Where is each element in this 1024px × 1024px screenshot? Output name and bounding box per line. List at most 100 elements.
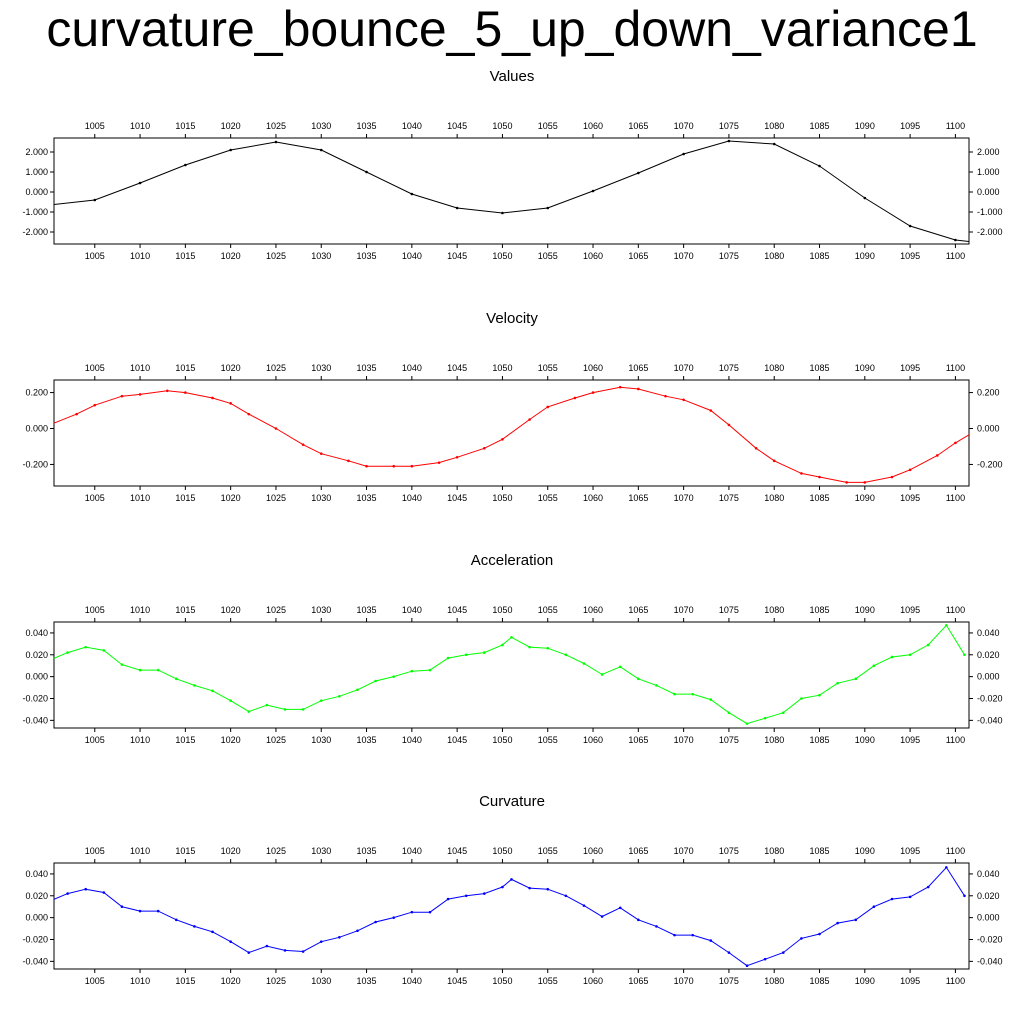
- velocity-xtick-label-top: 1085: [810, 363, 830, 373]
- velocity-xtick-label-top: 1025: [266, 363, 286, 373]
- acceleration-data-point: [283, 708, 287, 711]
- curvature-data-point: [691, 933, 694, 937]
- acceleration-data-point: [211, 689, 214, 693]
- velocity-data-point: [138, 393, 142, 396]
- curvature-ytick-label-left: 0.040: [25, 869, 48, 879]
- acceleration-xtick-label-bottom: 1010: [130, 735, 150, 745]
- curvature-data-point: [926, 885, 930, 889]
- acceleration-xtick-label-bottom: 1040: [402, 735, 422, 745]
- acceleration-data-point: [963, 653, 966, 657]
- curvature-data-point: [800, 937, 803, 940]
- velocity-xtick-label-top: 1045: [447, 363, 467, 373]
- curvature-xtick-label-bottom: 1040: [402, 976, 422, 986]
- velocity-title: Velocity: [486, 310, 538, 327]
- values-xtick-label-top: 1060: [583, 121, 603, 131]
- velocity-xtick-label-bottom: 1030: [311, 493, 331, 503]
- curvature-data-point: [600, 915, 604, 918]
- curvature-xtick-label-top: 1025: [266, 846, 286, 856]
- acceleration-data-point: [528, 645, 531, 649]
- acceleration-data-point: [247, 710, 251, 713]
- acceleration-data-point: [727, 711, 731, 715]
- acceleration-data-point: [301, 708, 305, 711]
- curvature-xtick-label-top: 1095: [900, 846, 920, 856]
- velocity-xtick-label-bottom: 1070: [674, 493, 694, 503]
- curvature-ytick-label-right: 0.000: [977, 913, 1000, 923]
- curvature-data-point: [211, 930, 214, 934]
- velocity-data-point: [211, 396, 214, 400]
- values-xtick-label-bottom: 1010: [130, 251, 150, 261]
- values-data-point: [954, 238, 957, 242]
- values-xtick-label-top: 1050: [492, 121, 512, 131]
- curvature-xtick-label-top: 1085: [810, 846, 830, 856]
- acceleration-ytick-label-right: 0.000: [977, 672, 1000, 682]
- acceleration-data-point: [709, 698, 713, 701]
- values-xtick-label-bottom: 1030: [311, 251, 331, 261]
- acceleration-data-point: [546, 646, 550, 650]
- velocity-data-point: [709, 409, 713, 412]
- acceleration-data-point: [501, 643, 504, 647]
- acceleration-xtick-label-bottom: 1060: [583, 735, 603, 745]
- acceleration-data-point: [763, 716, 767, 720]
- velocity-xtick-label-top: 1080: [764, 363, 784, 373]
- curvature-xtick-label-top: 1090: [855, 846, 875, 856]
- velocity-data-point: [247, 412, 251, 416]
- acceleration-xtick-label-top: 1010: [130, 605, 150, 615]
- acceleration-frame: [53, 621, 970, 729]
- acceleration-xtick-label-bottom: 1090: [855, 735, 875, 745]
- acceleration-data-point: [319, 699, 323, 702]
- velocity-xtick-label-top: 1070: [674, 363, 694, 373]
- acceleration-data-point: [102, 649, 106, 652]
- curvature-ytick-label-left: -0.020: [22, 934, 48, 944]
- acceleration-data-point: [872, 664, 876, 668]
- acceleration-xtick-label-top: 1075: [719, 605, 739, 615]
- values-frame: [53, 137, 970, 245]
- velocity-xtick-label-bottom: 1025: [266, 493, 286, 503]
- curvature-xtick-label-bottom: 1050: [492, 976, 512, 986]
- acceleration-xtick-label-top: 1070: [674, 605, 694, 615]
- curvature-xtick-label-bottom: 1085: [810, 976, 830, 986]
- values-data-point: [455, 206, 459, 210]
- acceleration-xtick-label-bottom: 1075: [719, 735, 739, 745]
- acceleration-data-point: [908, 653, 912, 657]
- acceleration-xtick-label-bottom: 1035: [357, 735, 377, 745]
- curvature-xtick-label-top: 1050: [492, 846, 512, 856]
- velocity-xtick-label-bottom: 1085: [810, 493, 830, 503]
- curvature-data-point: [84, 887, 88, 891]
- values-xtick-label-top: 1015: [175, 121, 195, 131]
- acceleration-data-point: [138, 668, 142, 672]
- values-data-point: [501, 211, 504, 215]
- curvature-xtick-label-bottom: 1100: [946, 976, 965, 986]
- velocity-data-point: [455, 455, 459, 459]
- curvature-data-point: [283, 949, 287, 952]
- acceleration-xtick-label-top: 1090: [855, 605, 875, 615]
- curvature-xtick-label-bottom: 1075: [719, 976, 739, 986]
- curvature-data-point: [727, 951, 731, 954]
- values-data-point: [229, 148, 232, 152]
- values-xtick-label-top: 1020: [221, 121, 241, 131]
- curvature-ytick-label-left: 0.020: [25, 891, 48, 901]
- curvature-xtick-label-top: 1020: [221, 846, 241, 856]
- velocity-xtick-label-bottom: 1100: [946, 493, 965, 503]
- curvature-xtick-label-bottom: 1020: [221, 976, 241, 986]
- values-xtick-label-bottom: 1040: [402, 251, 422, 261]
- acceleration-data-point: [265, 703, 269, 707]
- acceleration-ytick-label-right: 0.040: [977, 628, 1000, 638]
- values-xtick-label-top: 1030: [311, 121, 331, 131]
- curvature-ytick-label-left: -0.040: [22, 956, 48, 966]
- values-xtick-label-top: 1090: [855, 121, 875, 131]
- velocity-xtick-label-top: 1050: [492, 363, 512, 373]
- velocity-data-point: [800, 472, 803, 475]
- acceleration-xtick-label-top: 1050: [492, 605, 512, 615]
- acceleration-data-point: [66, 651, 69, 654]
- values-xtick-label-top: 1070: [674, 121, 694, 131]
- curvature-xtick-label-top: 1030: [311, 846, 331, 856]
- curvature-xtick-label-bottom: 1060: [583, 976, 603, 986]
- acceleration-xtick-label-top: 1065: [628, 605, 648, 615]
- acceleration-xtick-label-bottom: 1025: [266, 735, 286, 745]
- velocity-xtick-label-top: 1035: [357, 363, 377, 373]
- curvature-data-point: [546, 887, 550, 891]
- curvature-data-point: [781, 951, 785, 954]
- values-xtick-label-bottom: 1060: [583, 251, 603, 261]
- curvature-data-point: [763, 957, 767, 961]
- acceleration-data-point: [84, 645, 88, 649]
